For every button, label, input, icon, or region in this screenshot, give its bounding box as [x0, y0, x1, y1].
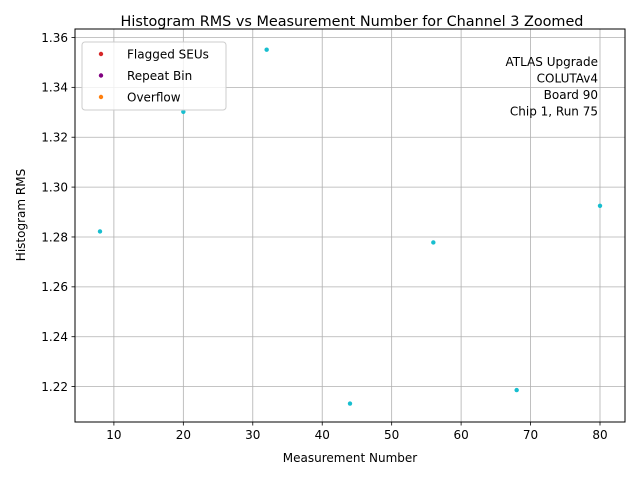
annotation-line: Chip 1, Run 75 — [510, 105, 598, 119]
legend-label: Overflow — [127, 90, 181, 104]
x-tick-label: 30 — [245, 428, 260, 442]
legend-marker — [98, 51, 104, 57]
annotation-line: ATLAS Upgrade — [505, 55, 598, 69]
data-point — [347, 401, 353, 406]
x-axis-label: Measurement Number — [283, 451, 417, 465]
x-tick-label: 70 — [523, 428, 538, 442]
data-point — [514, 387, 519, 393]
data-points — [97, 47, 603, 406]
data-point — [264, 47, 269, 52]
y-tick-label: 1.24 — [41, 330, 68, 344]
grid — [75, 29, 625, 422]
x-tick-label: 80 — [592, 428, 607, 442]
y-tick-label: 1.30 — [41, 180, 68, 194]
x-tick-label: 10 — [106, 428, 121, 442]
chart-title: Histogram RMS vs Measurement Number for … — [121, 14, 584, 30]
data-point — [97, 229, 103, 234]
y-tick-label: 1.26 — [41, 280, 68, 294]
data-point — [597, 203, 603, 209]
annotation-line: COLUTAv4 — [537, 72, 598, 86]
legend-marker — [98, 94, 104, 100]
y-axis-label: Histogram RMS — [14, 169, 28, 261]
legend-marker — [98, 73, 104, 78]
y-tick-label: 1.34 — [41, 81, 68, 95]
legend-box — [81, 41, 227, 111]
x-tick-label: 20 — [176, 428, 191, 442]
legend: Flagged SEUs Repeat Bin Overflow — [81, 41, 227, 111]
y-tick-label: 1.22 — [41, 380, 68, 394]
x-tick-label: 40 — [315, 428, 330, 442]
axis-ticks: 10 20 30 40 50 60 70 80 1.22 1.24 1.26 1.28 1.30 1.32… — [41, 31, 607, 442]
x-tick-label: 60 — [453, 428, 468, 442]
plot-area — [74, 28, 626, 423]
y-tick-label: 1.36 — [41, 31, 68, 45]
y-tick-label: 1.32 — [41, 131, 68, 145]
data-point — [181, 109, 186, 114]
annotation-text: ATLAS Upgrade COLUTAv4 Board 90 Chip 1, Run… — [505, 55, 598, 119]
annotation-line: Board 90 — [544, 88, 598, 102]
legend-label: Flagged SEUs — [127, 47, 209, 61]
legend-label: Repeat Bin — [127, 69, 192, 83]
x-tick-label: 50 — [384, 428, 399, 442]
y-tick-label: 1.28 — [41, 230, 68, 244]
data-point — [431, 240, 436, 245]
